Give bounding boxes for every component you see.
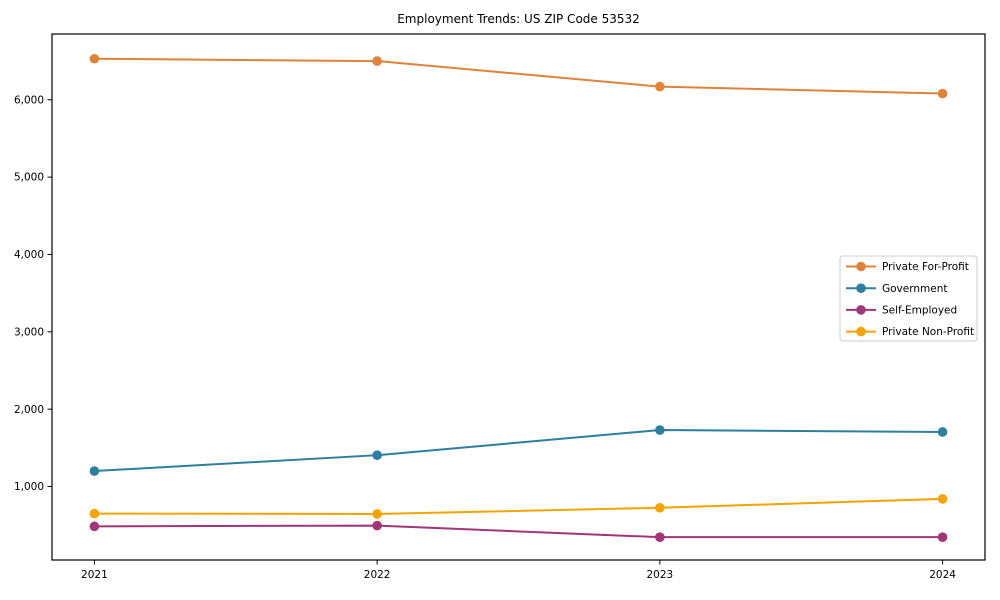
y-axis-tick-label: 5,000	[14, 172, 44, 184]
plot-border	[51, 33, 986, 561]
legend-swatch-marker-private-for-profit	[856, 261, 866, 272]
y-axis-tick-label: 2,000	[14, 404, 44, 416]
marker-government	[937, 427, 948, 437]
marker-private-non-profit	[655, 502, 665, 513]
x-axis-tick-label: 2023	[646, 569, 673, 581]
marker-government	[89, 466, 100, 476]
marker-government	[655, 425, 665, 435]
marker-self-employed	[89, 521, 100, 532]
x-axis-tick-label: 2021	[81, 569, 108, 581]
y-axis-tick-label: 1,000	[14, 481, 44, 493]
marker-self-employed	[372, 520, 382, 531]
marker-self-employed	[655, 532, 665, 542]
marker-government	[372, 450, 382, 460]
legend-label-private-for-profit: Private For-Profit	[882, 261, 969, 273]
marker-private-for-profit	[937, 88, 948, 99]
legend-label-self-employed: Self-Employed	[882, 305, 957, 317]
y-axis-tick-label: 4,000	[14, 249, 44, 261]
y-axis-tick-label: 3,000	[14, 326, 44, 338]
legend-swatch-marker-private-non-profit	[856, 326, 866, 337]
marker-private-for-profit	[89, 53, 100, 64]
legend-swatch-marker-government	[856, 283, 866, 294]
marker-private-non-profit	[937, 494, 948, 504]
line-series-government	[93, 429, 944, 473]
y-axis-tick-label: 6,000	[14, 94, 44, 106]
legend-label-government: Government	[882, 283, 947, 295]
marker-private-for-profit	[655, 81, 665, 92]
line-series-private-for-profit	[93, 57, 944, 95]
marker-self-employed	[937, 532, 948, 542]
x-axis-tick-label: 2022	[364, 569, 391, 581]
marker-private-for-profit	[372, 56, 382, 66]
marker-private-non-profit	[372, 509, 382, 519]
legend-box	[839, 255, 978, 342]
x-axis-tick-label: 2024	[929, 569, 956, 581]
chart-title: Employment Trends: US ZIP Code 53532	[397, 12, 640, 26]
line-series-self-employed	[93, 524, 944, 539]
legend-label-private-non-profit: Private Non-Profit	[882, 326, 974, 338]
line-series-private-non-profit	[93, 497, 944, 515]
legend-swatch-marker-self-employed	[856, 305, 866, 315]
marker-private-non-profit	[89, 508, 100, 519]
